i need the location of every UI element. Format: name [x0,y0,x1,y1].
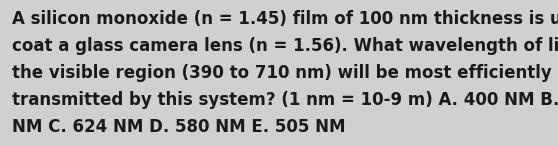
Text: coat a glass camera lens (n = 1.56). What wavelength of light in: coat a glass camera lens (n = 1.56). Wha… [12,37,558,55]
Text: the visible region (390 to 710 nm) will be most efficiently: the visible region (390 to 710 nm) will … [12,64,552,82]
Text: NM C. 624 NM D. 580 NM E. 505 NM: NM C. 624 NM D. 580 NM E. 505 NM [12,118,346,136]
Text: transmitted by this system? (1 nm = 10-9 m) A. 400 NM B. 492: transmitted by this system? (1 nm = 10-9… [12,91,558,109]
Text: A silicon monoxide (n = 1.45) film of 100 nm thickness is used to: A silicon monoxide (n = 1.45) film of 10… [12,10,558,28]
